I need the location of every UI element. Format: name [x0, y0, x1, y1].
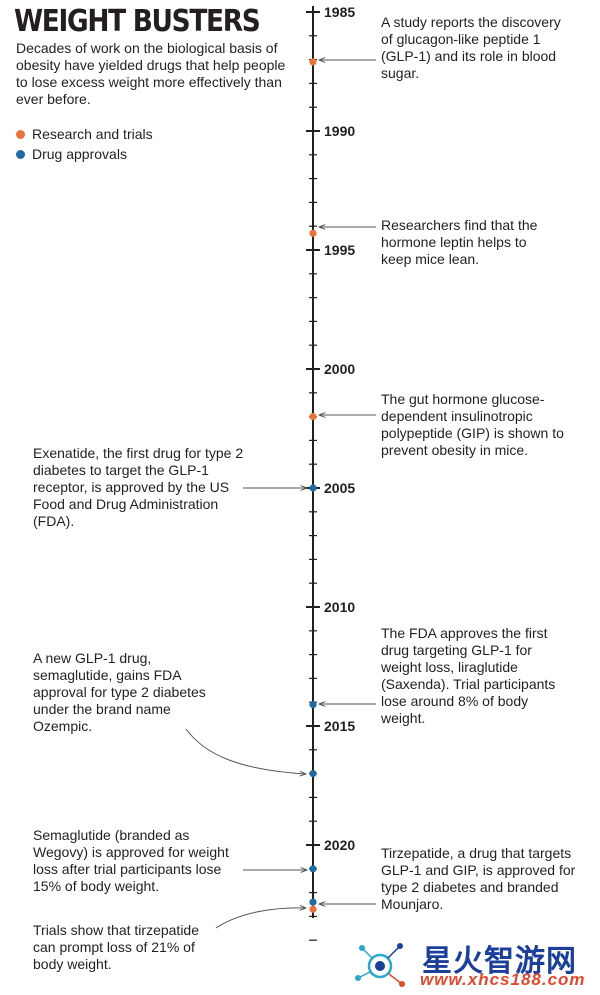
event-leptin: Researchers find that the hormone leptin…	[381, 217, 538, 267]
event-dots	[309, 58, 317, 913]
event-tirzepatide-trial: Trials show that tirzepatide can prompt …	[33, 922, 199, 972]
event-mounjaro: Tirzepatide, a drug that targets GLP-1 a…	[381, 845, 576, 912]
research-dot-icon	[16, 130, 25, 139]
event-liraglutide: The FDA approves the first drug targetin…	[381, 625, 556, 726]
event-dot-7	[309, 898, 317, 906]
event-connectors	[185, 60, 376, 929]
event-ozempic: A new GLP-1 drug, semaglutide, gains FDA…	[33, 650, 206, 734]
event-dot-0	[309, 58, 317, 66]
year-label-2010: 2010	[324, 599, 356, 615]
event-exenatide: Exenatide, the first drug for type 2 dia…	[33, 445, 244, 529]
watermark-url: www.xhcs188.com	[420, 970, 586, 989]
year-label-2005: 2005	[324, 480, 356, 496]
event-dot-3	[309, 484, 317, 492]
watermark-logo-icon	[355, 943, 405, 987]
event-dot-1	[309, 229, 317, 237]
event-dot-5	[309, 770, 317, 778]
year-label-2020: 2020	[324, 837, 356, 853]
year-label-2015: 2015	[324, 718, 356, 734]
approval-dot-icon	[16, 150, 25, 159]
event-dot-8	[309, 905, 317, 913]
legend-research-label: Research and trials	[32, 126, 153, 142]
event-glp1-discovery: A study reports the discovery of glucago…	[381, 14, 561, 81]
year-label-2000: 2000	[324, 361, 356, 377]
connector-ozempic	[185, 728, 306, 774]
event-dot-4	[309, 700, 317, 709]
watermark: 星火智游网 www.xhcs188.com	[350, 934, 600, 995]
page-subtitle: Decades of work on the biological basis …	[16, 40, 286, 107]
page-title: WEIGHT BUSTERS	[14, 4, 261, 39]
event-gip: The gut hormone glucose-dependent insuli…	[381, 391, 564, 458]
year-label-1995: 1995	[324, 242, 356, 258]
connector-tirzepatide-trial	[215, 908, 306, 929]
legend-approval-label: Drug approvals	[32, 146, 127, 162]
watermark-title: 星火智游网	[422, 945, 577, 978]
event-dot-2	[309, 413, 317, 421]
event-dot-6	[309, 865, 317, 873]
year-label-1990: 1990	[324, 123, 356, 139]
legend-research: Research and trials	[16, 126, 153, 143]
legend-approval: Drug approvals	[16, 146, 127, 163]
event-wegovy: Semaglutide (branded as Wegovy) is appro…	[33, 827, 229, 894]
year-label-1985: 1985	[324, 4, 356, 20]
